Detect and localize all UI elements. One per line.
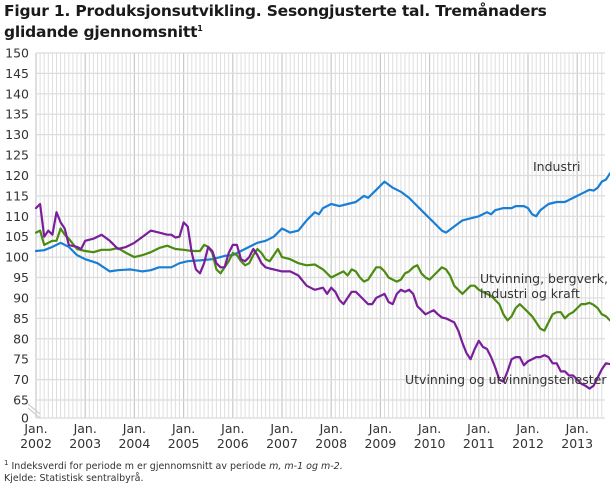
y-tick-label: 90	[13, 290, 29, 305]
series-label: Industri	[533, 159, 581, 174]
y-tick-label: 125	[5, 148, 29, 163]
x-tick-label-month: Jan.	[466, 421, 490, 436]
x-tick-label-year: 2004	[118, 436, 150, 451]
y-tick-label: 80	[13, 331, 29, 346]
footnote-note: 1 Indeksverdi for periode m er gjennomsn…	[4, 459, 343, 473]
axis-break-mark	[27, 407, 41, 419]
series-line-utvinning-og-utvinningstenester	[34, 202, 610, 390]
x-tick-label-year: 2006	[217, 436, 249, 451]
y-tick-label: 135	[5, 107, 29, 122]
x-tick-label-year: 2003	[69, 436, 101, 451]
y-tick-label: 110	[5, 209, 29, 224]
y-tick-label: 85	[13, 311, 29, 326]
series-line-industri	[34, 171, 610, 273]
y-axis-ticks: 0 65 70 75 80 85 90 95 100 105 110 115 120 125 130 135 1…	[5, 46, 29, 426]
y-tick-label: 130	[5, 127, 29, 142]
series-line-utvinning-bergverk-industri-og-kraft	[34, 227, 610, 332]
y-tick-label: 105	[5, 229, 29, 244]
x-tick-label-month: Jan.	[269, 421, 293, 436]
axis-break-mark	[27, 403, 41, 415]
x-tick-label-year: 2008	[315, 436, 347, 451]
x-tick-label-year: 2009	[364, 436, 396, 451]
footnotes: 1 Indeksverdi for periode m er gjennomsn…	[4, 458, 343, 484]
footnote-source: Kjelde: Statistisk sentralbyrå.	[4, 472, 144, 484]
y-tick-label: 65	[13, 393, 29, 408]
x-tick-label-year: 2011	[463, 436, 495, 451]
x-tick-label-year: 2013	[561, 436, 593, 451]
y-tick-label: 70	[13, 372, 29, 387]
x-tick-label-month: Jan.	[122, 421, 146, 436]
y-tick-label: 100	[5, 250, 29, 265]
y-axis-break	[27, 403, 41, 419]
x-tick-label-year: 2012	[512, 436, 544, 451]
y-tick-label: 140	[5, 86, 29, 101]
x-tick-label-year: 2002	[20, 436, 52, 451]
title-footnote-marker: 1	[197, 24, 203, 33]
x-tick-label-month: Jan.	[368, 421, 392, 436]
x-axis-ticks: Jan.2002Jan.2003Jan.2004Jan.2005Jan.2006…	[20, 421, 593, 451]
x-tick-label-month: Jan.	[220, 421, 244, 436]
x-tick-label-month: Jan.	[171, 421, 195, 436]
chart-title: Figur 1. Produksjonsutvikling. Sesongjus…	[4, 2, 547, 42]
x-tick-label-month: Jan.	[319, 421, 343, 436]
x-tick-label-year: 2005	[168, 436, 200, 451]
series-labels: Industri Utvinning, bergverk,industri og …	[405, 159, 608, 387]
series-label: Utvinning, bergverk,	[480, 271, 608, 286]
x-tick-label-month: Jan.	[73, 421, 97, 436]
y-tick-label: 115	[5, 188, 29, 203]
y-tick-label: 120	[5, 168, 29, 183]
x-tick-label-month: Jan.	[515, 421, 539, 436]
x-tick-label-year: 2010	[414, 436, 446, 451]
y-tick-label: 95	[13, 270, 29, 285]
series-label: Utvinning og utvinningstenester	[405, 372, 607, 387]
y-tick-label: 145	[5, 66, 29, 81]
x-tick-label-month: Jan.	[23, 421, 47, 436]
y-tick-label: 75	[13, 352, 29, 367]
x-tick-label-month: Jan.	[417, 421, 441, 436]
series-lines	[34, 171, 610, 390]
grid	[35, 52, 605, 419]
y-tick-label: 0	[21, 411, 29, 426]
series-label: industri og kraft	[480, 286, 580, 301]
y-tick-label: 150	[5, 46, 29, 61]
x-tick-label-year: 2007	[266, 436, 298, 451]
x-tick-label-month: Jan.	[565, 421, 589, 436]
